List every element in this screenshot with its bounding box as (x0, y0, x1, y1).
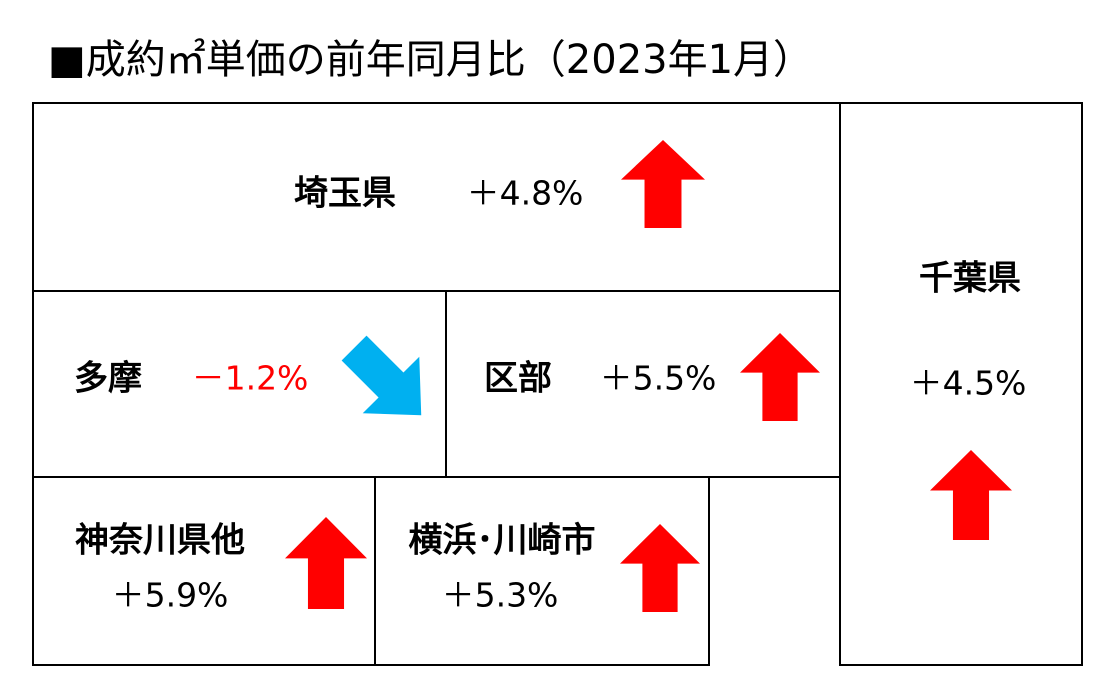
region-name: 区部 (484, 359, 552, 399)
arrows (285, 140, 1012, 612)
region-change: ＋4.8% (467, 174, 584, 213)
arrow (621, 140, 705, 228)
region-change: －1.2% (192, 359, 309, 398)
arrow (930, 450, 1012, 540)
arrow (341, 335, 422, 416)
arrow (740, 333, 820, 421)
box-saitama (32, 102, 841, 292)
region-name: 千葉県 (919, 259, 1021, 299)
region-change: ＋4.5% (910, 364, 1027, 403)
region-name: 神奈川県他 (75, 521, 245, 561)
title: ■成約㎡単価の前年同月比（2023年1月） (48, 37, 813, 83)
arrow (285, 517, 367, 609)
arrow (620, 524, 700, 612)
region-change: ＋5.9% (112, 576, 229, 615)
region-name: 横浜･川崎市 (409, 521, 596, 561)
region-change: ＋5.3% (442, 576, 559, 615)
region-name: 埼玉県 (294, 174, 396, 214)
region-change: ＋5.5% (600, 359, 717, 398)
box-yokohama (374, 476, 710, 666)
boxes (32, 102, 1083, 666)
region-name: 多摩 (74, 359, 142, 399)
